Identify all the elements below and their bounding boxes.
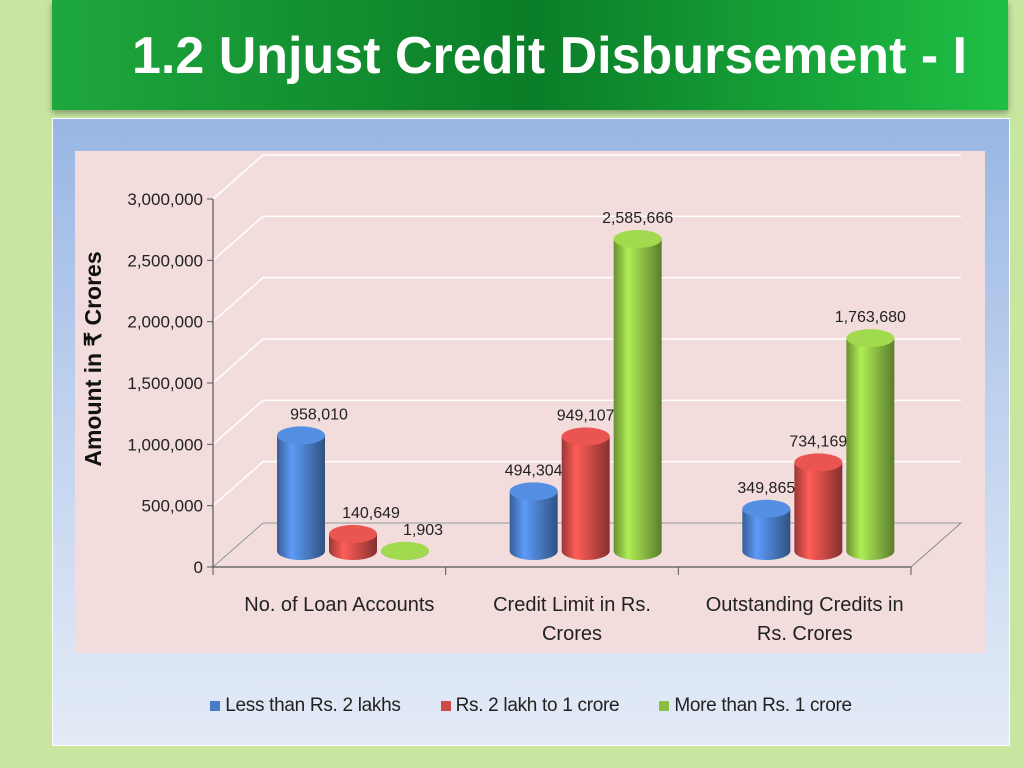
x-category-label: Credit Limit in Rs. xyxy=(493,594,651,616)
bar xyxy=(277,426,325,560)
bar-top xyxy=(846,329,895,348)
gridline-depth xyxy=(212,215,264,261)
bar-top xyxy=(794,453,843,472)
gridline-depth xyxy=(212,277,264,323)
data-label: 2,585,666 xyxy=(602,210,673,227)
x-category-label: No. of Loan Accounts xyxy=(244,594,434,616)
legend-label: More than Rs. 1 crore xyxy=(674,695,852,716)
data-label: 1,903 xyxy=(403,522,443,539)
legend-swatch xyxy=(440,701,451,711)
bar xyxy=(794,453,843,560)
bar-body xyxy=(561,436,610,560)
legend-swatch xyxy=(210,701,221,711)
legend-item: Less than Rs. 2 lakhs xyxy=(210,695,401,717)
y-tick-label: 2,500,000 xyxy=(127,251,203,270)
data-label: 140,649 xyxy=(342,505,400,522)
gridline-depth xyxy=(212,399,264,445)
chart-legend: Less than Rs. 2 lakhs Rs. 2 lakh to 1 cro… xyxy=(53,691,1009,721)
data-label: 349,865 xyxy=(737,480,795,497)
y-tick-label: 3,000,000 xyxy=(127,190,203,209)
legend-swatch xyxy=(659,701,670,711)
y-tick-label: 1,500,000 xyxy=(127,374,203,393)
y-tick-label: 2,000,000 xyxy=(127,313,203,332)
bar-body xyxy=(794,462,843,560)
bar-body xyxy=(846,338,895,560)
y-tick-label: 500,000 xyxy=(142,497,203,516)
bar-body xyxy=(509,491,558,560)
data-label: 1,763,680 xyxy=(835,309,906,326)
bar-top xyxy=(613,229,662,248)
legend-label: Rs. 2 lakh to 1 crore xyxy=(455,695,620,716)
gridline-depth xyxy=(212,338,264,384)
bar-top xyxy=(509,482,558,501)
x-category-label: Outstanding Credits in xyxy=(706,594,904,616)
bar-top xyxy=(277,426,325,445)
bar-body xyxy=(277,435,325,560)
floor-outline xyxy=(212,522,963,568)
gridline-depth xyxy=(212,461,264,507)
bar-body xyxy=(613,238,662,560)
bar xyxy=(561,427,610,560)
plot-area xyxy=(75,151,985,653)
legend-item: Rs. 2 lakh to 1 crore xyxy=(440,695,620,717)
data-label: 494,304 xyxy=(505,462,563,479)
data-label: 949,107 xyxy=(557,407,615,424)
bar-top xyxy=(561,427,610,446)
bar xyxy=(742,499,791,560)
bar-top xyxy=(381,541,429,560)
legend-item: More than Rs. 1 crore xyxy=(659,695,852,717)
bar xyxy=(613,229,662,560)
x-category-label: Rs. Crores xyxy=(757,623,853,645)
legend-label: Less than Rs. 2 lakhs xyxy=(225,695,401,716)
bar-top xyxy=(329,525,377,544)
bar xyxy=(329,525,377,560)
bar-body xyxy=(742,508,791,560)
y-tick-label: 0 xyxy=(194,558,203,577)
bar xyxy=(846,329,895,560)
title-bar: 1.2 Unjust Credit Disbursement - I xyxy=(52,0,1008,110)
data-label: 958,010 xyxy=(290,406,348,423)
slide-title: 1.2 Unjust Credit Disbursement - I xyxy=(132,27,968,85)
x-category-label: Crores xyxy=(542,623,602,645)
bar-chart: 0 500,000 1,000,000 1,500,000 2,000,000 2,500… xyxy=(80,154,963,645)
chart-frame: 0 500,000 1,000,000 1,500,000 2,000,000 2,500… xyxy=(52,118,1010,746)
bar xyxy=(509,482,558,560)
data-label: 734,169 xyxy=(789,433,847,450)
gridline-depth xyxy=(212,154,264,200)
y-axis-title: Amount in ₹ Crores xyxy=(80,251,106,466)
bar xyxy=(381,541,429,560)
bar-top xyxy=(742,499,791,518)
y-tick-label: 1,000,000 xyxy=(127,435,203,454)
